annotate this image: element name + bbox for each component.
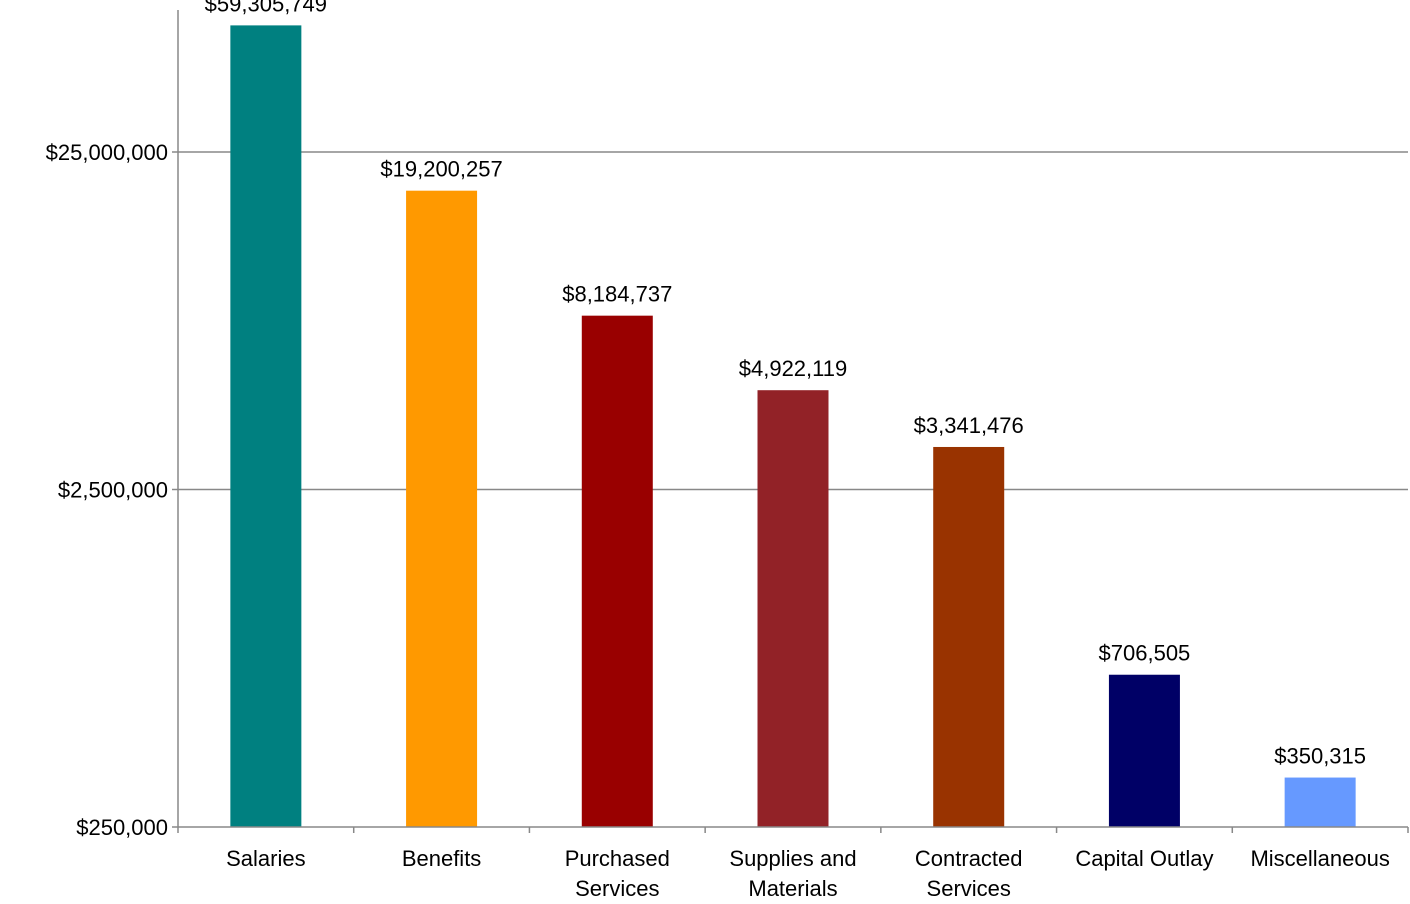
bar: [1284, 777, 1356, 827]
bar: [1108, 674, 1180, 827]
data-label: $59,305,749: [205, 0, 327, 16]
axes: [172, 10, 1409, 833]
x-category-label-line: Miscellaneous: [1250, 846, 1389, 871]
y-tick-label: $25,000,000: [46, 140, 168, 165]
x-category-label-line: Services: [927, 876, 1011, 901]
data-label: $4,922,119: [739, 356, 847, 381]
data-label: $350,315: [1274, 744, 1366, 769]
y-tick-labels: $250,000 $2,500,000 $25,000,000: [46, 140, 168, 840]
x-category-label-line: Benefits: [402, 846, 482, 871]
bar: [933, 446, 1005, 827]
x-category-label: Supplies and Materials: [729, 846, 856, 901]
y-tick-label: $250,000: [76, 815, 168, 840]
x-category-label: Contracted Services: [915, 846, 1023, 901]
x-category-label: Benefits: [402, 846, 482, 871]
bar: [230, 25, 302, 828]
bar: [406, 190, 478, 828]
x-category-label: Purchased Services: [565, 846, 670, 901]
bar: [581, 315, 653, 827]
x-category-label: Capital Outlay: [1075, 846, 1213, 871]
x-category-label-line: Salaries: [226, 846, 305, 871]
x-category-label-line: Materials: [748, 876, 837, 901]
bars: [230, 25, 1356, 828]
data-label: $706,505: [1099, 641, 1191, 666]
data-labels: $59,305,749 $19,200,257 $8,184,737 $4,922,1…: [205, 0, 1366, 769]
bar: [757, 390, 829, 827]
x-category-label-line: Services: [575, 876, 659, 901]
x-category-label: Miscellaneous: [1250, 846, 1389, 871]
x-category-label-line: Contracted: [915, 846, 1023, 871]
data-label: $8,184,737: [562, 282, 672, 307]
x-category-label-line: Capital Outlay: [1075, 846, 1213, 871]
data-label: $19,200,257: [380, 157, 502, 182]
x-category-label-line: Supplies and: [729, 846, 856, 871]
y-tick-label: $2,500,000: [58, 478, 168, 503]
x-category-label: Salaries: [226, 846, 305, 871]
data-label: $3,341,476: [914, 413, 1024, 438]
x-category-labels: Salaries Benefits Purchased Services Supplie…: [226, 846, 1390, 901]
x-category-label-line: Purchased: [565, 846, 670, 871]
